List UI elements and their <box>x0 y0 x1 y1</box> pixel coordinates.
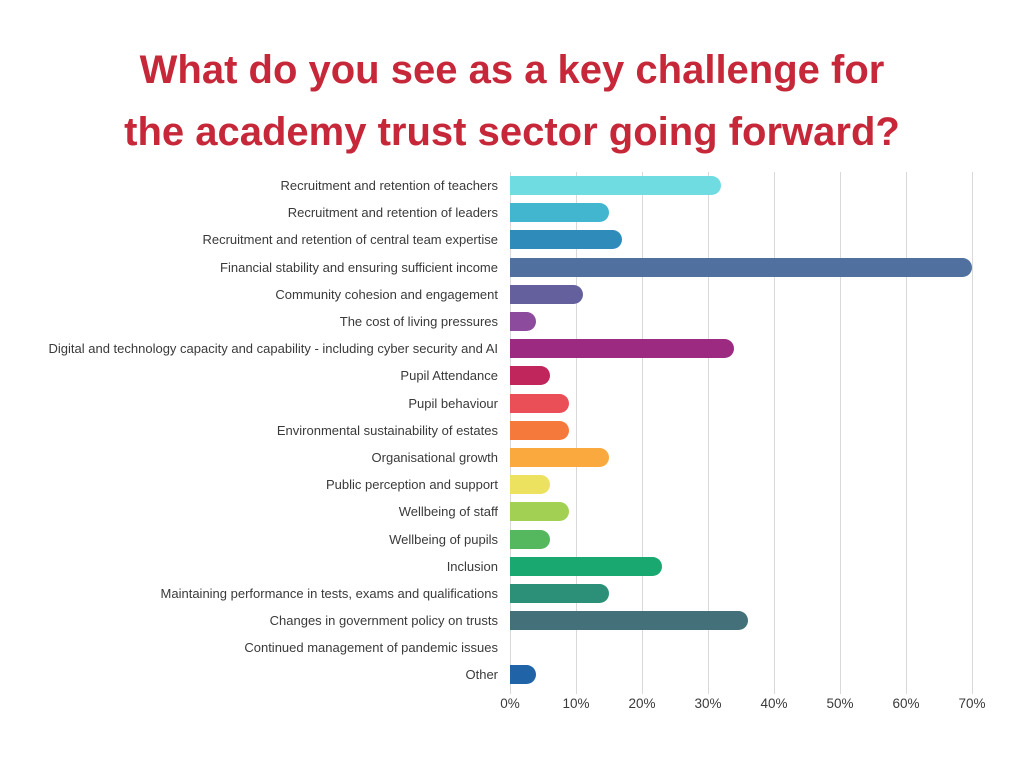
x-tick-label: 70% <box>958 696 986 711</box>
chart-row: Digital and technology capacity and capa… <box>0 335 1024 362</box>
bar <box>510 257 972 277</box>
bar <box>510 176 722 196</box>
chart-row: Financial stability and ensuring suffici… <box>0 254 1024 281</box>
bar-area <box>510 312 1024 332</box>
category-label: Inclusion <box>446 558 498 574</box>
x-tick-label: 40% <box>760 696 788 711</box>
bar-area <box>510 339 1024 359</box>
chart-row: Organisational growth <box>0 444 1024 471</box>
bar-area <box>510 665 1024 685</box>
chart-row: Other <box>0 661 1024 688</box>
chart-row: Pupil Attendance <box>0 362 1024 389</box>
category-label: Recruitment and retention of central tea… <box>202 232 498 248</box>
chart-row: Maintaining performance in tests, exams … <box>0 580 1024 607</box>
chart-row: Pupil behaviour <box>0 390 1024 417</box>
gridline-60% <box>906 172 907 694</box>
gridline-40% <box>774 172 775 694</box>
x-axis: 0% 10% 20% 30% 40% 50% 60% 70% <box>500 696 990 716</box>
bar-area <box>510 393 1024 413</box>
chart-title: What do you see as a key challenge for t… <box>0 39 1024 163</box>
chart-row: Continued management of pandemic issues <box>0 634 1024 661</box>
x-tick-label: 60% <box>892 696 920 711</box>
bar-area <box>510 638 1024 657</box>
bar <box>510 203 609 223</box>
bar-area <box>510 176 1024 196</box>
bar-area <box>510 583 1024 603</box>
category-label: Digital and technology capacity and capa… <box>48 341 498 357</box>
x-tick-label: 10% <box>562 696 590 711</box>
category-label: Recruitment and retention of leaders <box>287 205 498 221</box>
category-label: Financial stability and ensuring suffici… <box>220 259 498 275</box>
chart-row: Community cohesion and engagement <box>0 281 1024 308</box>
bar-area <box>510 420 1024 440</box>
chart-title-line-1: What do you see as a key challenge for <box>139 47 885 92</box>
chart-row: Environmental sustainability of estates <box>0 417 1024 444</box>
gridline-50% <box>840 172 841 694</box>
bar <box>510 611 748 631</box>
bar-area <box>510 366 1024 386</box>
category-label: Wellbeing of pupils <box>389 531 498 547</box>
gridline-70% <box>972 172 973 694</box>
bar-area <box>510 502 1024 522</box>
gridline-30% <box>708 172 709 694</box>
bar <box>510 475 550 495</box>
chart-row: Changes in government policy on trusts <box>0 607 1024 634</box>
bar <box>510 583 609 603</box>
chart-row: Recruitment and retention of leaders <box>0 199 1024 226</box>
bar <box>510 420 570 440</box>
category-label: Public perception and support <box>325 477 498 493</box>
x-tick-label: 30% <box>694 696 722 711</box>
bar <box>510 339 735 359</box>
bar-area <box>510 475 1024 495</box>
chart-row: Wellbeing of pupils <box>0 525 1024 552</box>
bar <box>510 529 550 549</box>
x-tick-label: 0% <box>500 696 520 711</box>
category-label: Continued management of pandemic issues <box>244 640 498 656</box>
bar <box>510 284 583 304</box>
gridline-10% <box>576 172 577 694</box>
bar-area <box>510 611 1024 631</box>
bar <box>510 665 537 685</box>
bar <box>510 502 570 522</box>
category-label: Other <box>465 667 498 683</box>
chart-row: Wellbeing of staff <box>0 498 1024 525</box>
bar-area <box>510 257 1024 277</box>
chart-title-line-2: the academy trust sector going forward? <box>124 109 900 154</box>
category-label: Changes in government policy on trusts <box>269 613 498 629</box>
bar-area <box>510 447 1024 467</box>
horizontal-bar-chart: Recruitment and retention of teachers Rec… <box>0 172 1024 732</box>
bar <box>510 556 662 576</box>
x-tick-label: 50% <box>826 696 854 711</box>
bar-area <box>510 284 1024 304</box>
bar-area <box>510 556 1024 576</box>
bar <box>510 312 537 332</box>
x-tick-label: 20% <box>628 696 656 711</box>
category-label: Organisational growth <box>371 449 498 465</box>
chart-row: Recruitment and retention of teachers <box>0 172 1024 199</box>
category-label: Pupil behaviour <box>408 395 498 411</box>
chart-row: Recruitment and retention of central tea… <box>0 226 1024 253</box>
category-label: Community cohesion and engagement <box>275 286 498 302</box>
bar-area <box>510 203 1024 223</box>
bar <box>510 230 623 250</box>
category-label: Recruitment and retention of teachers <box>280 178 498 194</box>
category-label: Maintaining performance in tests, exams … <box>160 585 498 601</box>
bar <box>510 393 570 413</box>
bar-area <box>510 529 1024 549</box>
chart-rows: Recruitment and retention of teachers Rec… <box>0 172 1024 689</box>
bar <box>510 447 609 467</box>
bar-area <box>510 230 1024 250</box>
chart-row: Public perception and support <box>0 471 1024 498</box>
category-label: Environmental sustainability of estates <box>276 422 498 438</box>
bar <box>510 366 550 386</box>
category-label: The cost of living pressures <box>339 314 498 330</box>
chart-row: The cost of living pressures <box>0 308 1024 335</box>
category-label: Pupil Attendance <box>400 368 498 384</box>
gridline-20% <box>642 172 643 694</box>
chart-row: Inclusion <box>0 553 1024 580</box>
category-label: Wellbeing of staff <box>398 504 498 520</box>
